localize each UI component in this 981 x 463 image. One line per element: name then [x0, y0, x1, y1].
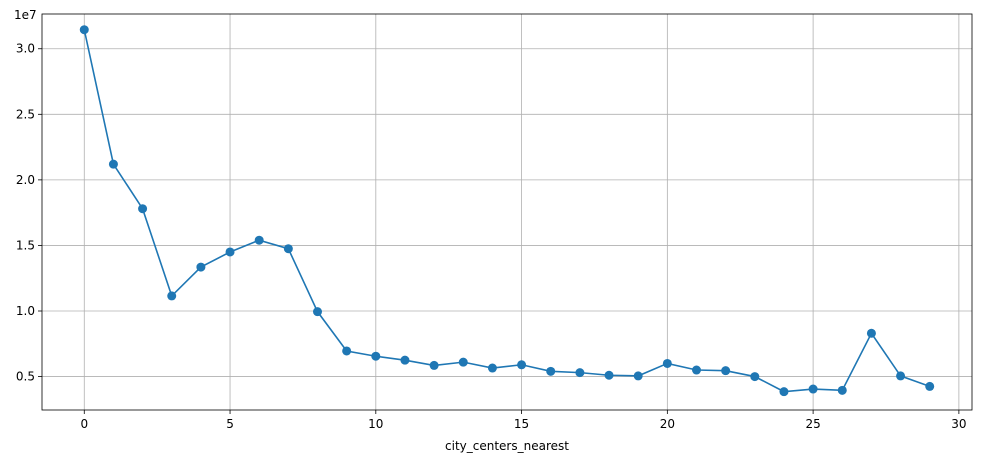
- x-tick-label: 30: [951, 417, 966, 431]
- x-tick-label: 25: [805, 417, 820, 431]
- data-point: [487, 363, 497, 373]
- x-tick-label: 5: [226, 417, 234, 431]
- y-tick-label: 0.5: [16, 370, 35, 384]
- data-point: [313, 307, 323, 317]
- data-point: [108, 159, 118, 169]
- data-point: [546, 366, 556, 376]
- y-tick-label: 1.5: [16, 238, 35, 252]
- data-point: [225, 247, 235, 257]
- y-tick-label: 1.0: [16, 304, 35, 318]
- data-point: [283, 244, 293, 254]
- data-point: [633, 371, 643, 381]
- data-point: [575, 368, 585, 378]
- data-point: [691, 365, 701, 375]
- y-tick-label: 2.5: [16, 107, 35, 121]
- data-point: [896, 371, 906, 381]
- data-point: [837, 385, 847, 395]
- x-tick-label: 10: [368, 417, 383, 431]
- x-axis-label: city_centers_nearest: [445, 439, 569, 453]
- y-tick-label: 2.0: [16, 173, 35, 187]
- data-point: [458, 357, 468, 367]
- grid: [42, 14, 972, 410]
- data-point: [750, 372, 760, 382]
- series-line: [83, 29, 930, 393]
- data-point: [721, 366, 731, 376]
- data-point: [429, 360, 439, 370]
- data-point: [371, 351, 381, 361]
- y-axis-offset-label: 1e7: [14, 8, 37, 22]
- plot-frame: [41, 13, 973, 411]
- data-point: [400, 355, 410, 365]
- axis-ticks: 0 5 10 15 20 25 30 0.5 1.0 1.5 2.0 2.5 3.0: [16, 42, 967, 431]
- data-point: [138, 204, 148, 214]
- y-tick-label: 3.0: [16, 42, 35, 56]
- data-point: [517, 360, 527, 370]
- series-layer: [79, 25, 935, 397]
- data-point: [167, 291, 177, 301]
- data-point: [662, 358, 672, 368]
- data-point: [779, 387, 789, 397]
- data-point: [808, 384, 818, 394]
- x-tick-label: 15: [514, 417, 529, 431]
- data-point: [925, 381, 935, 391]
- data-point: [254, 235, 264, 245]
- data-point: [342, 346, 352, 356]
- x-tick-label: 20: [660, 417, 675, 431]
- data-point: [196, 262, 206, 272]
- x-tick-label: 0: [80, 417, 88, 431]
- data-point: [79, 25, 89, 35]
- data-point: [866, 328, 876, 338]
- data-point: [604, 370, 614, 380]
